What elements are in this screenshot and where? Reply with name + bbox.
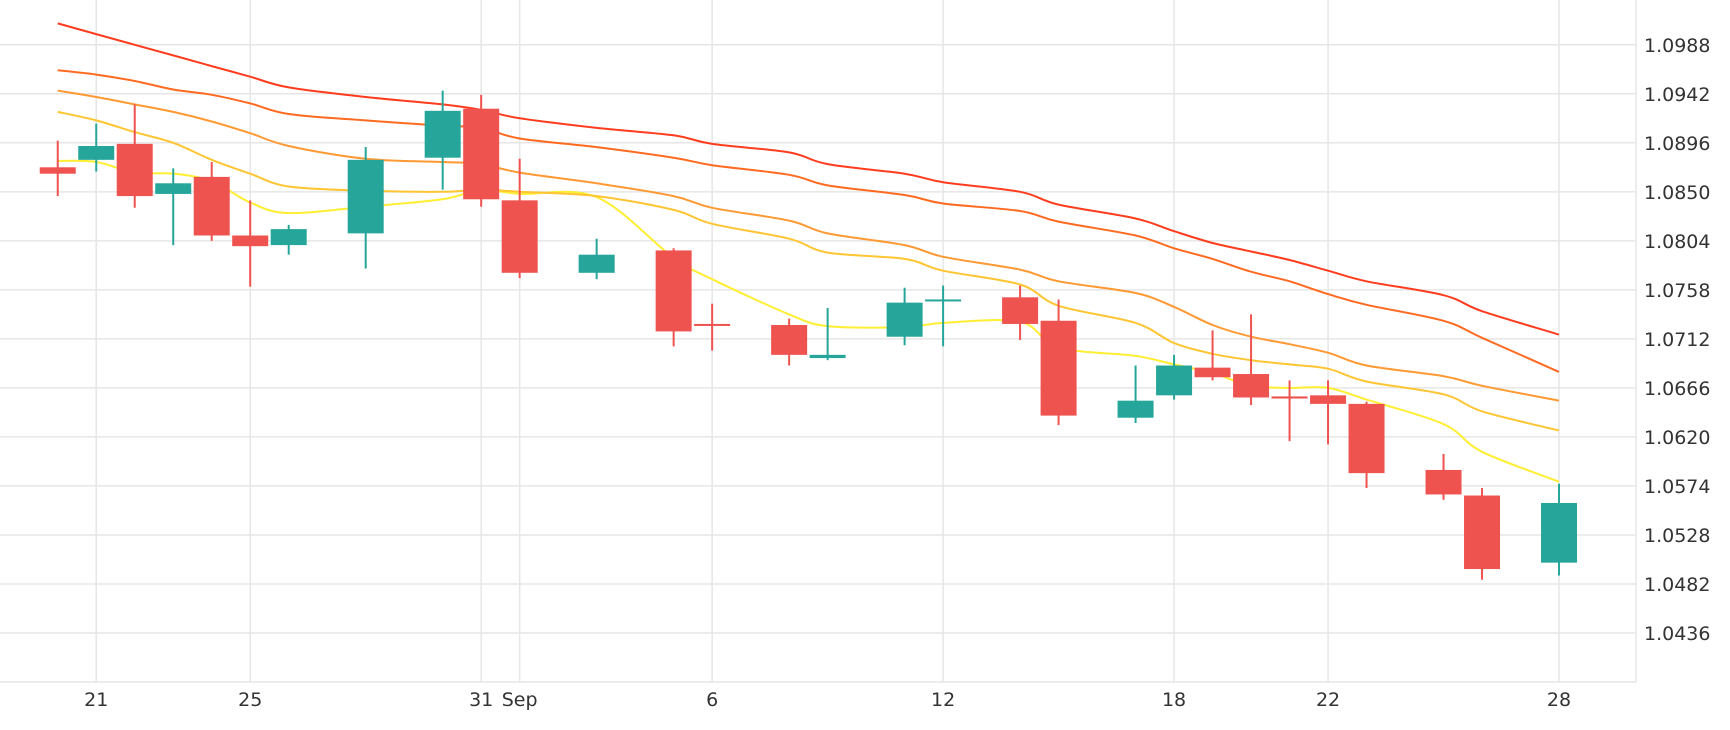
candle <box>78 123 115 172</box>
moving-average-line <box>57 22 1560 336</box>
candle-body <box>39 167 76 174</box>
candle <box>1425 453 1462 500</box>
candle <box>116 104 153 208</box>
moving-average-line <box>57 69 1560 373</box>
x-tick-label: 12 <box>931 689 955 711</box>
y-axis-ticks: 1.0436 1.0482 1.0528 1.0574 1.0620 1.0666 1.07… <box>1644 35 1710 645</box>
moving-average-line <box>57 89 1560 402</box>
candle <box>232 200 269 287</box>
candle <box>1271 380 1308 442</box>
candle-body <box>270 229 307 246</box>
candle <box>1117 365 1154 424</box>
candle <box>809 307 846 361</box>
candle-body <box>1002 297 1039 324</box>
candle <box>1156 354 1193 400</box>
candle-body <box>232 235 269 247</box>
candle-body <box>694 323 731 326</box>
candle <box>655 248 692 347</box>
candle <box>1040 299 1077 426</box>
x-axis-ticks: 21 25 31 Sep 6 12 18 22 28 <box>84 689 1571 711</box>
moving-average-line <box>57 110 1560 432</box>
candle-body <box>1233 374 1270 398</box>
candle-body <box>1425 469 1462 495</box>
candle <box>1541 483 1578 576</box>
y-tick-label: 1.0988 <box>1644 35 1710 57</box>
x-tick-label: 6 <box>706 689 718 711</box>
moving-average-line <box>57 159 1560 483</box>
y-tick-label: 1.0896 <box>1644 133 1710 155</box>
candle-body <box>1040 320 1077 416</box>
y-tick-label: 1.0482 <box>1644 574 1710 596</box>
candle <box>886 287 923 346</box>
candle-body <box>1194 367 1231 378</box>
x-tick-label: Sep <box>502 689 538 711</box>
candle-body <box>501 200 538 273</box>
candle-body <box>1271 396 1308 399</box>
candle <box>1194 330 1231 381</box>
candle <box>1002 285 1039 340</box>
y-tick-label: 1.0620 <box>1644 427 1710 449</box>
candle-body <box>1117 400 1154 418</box>
candle-body <box>771 325 808 355</box>
y-tick-label: 1.0804 <box>1644 231 1710 253</box>
candle <box>578 238 615 280</box>
candle-body <box>578 254 615 273</box>
candle-body <box>1156 365 1193 396</box>
candle-body <box>424 110 461 158</box>
x-tick-label: 21 <box>84 689 108 711</box>
candle-body <box>116 143 153 197</box>
y-tick-label: 1.0758 <box>1644 280 1710 302</box>
candle-body <box>1310 395 1347 404</box>
candle-body <box>347 159 384 234</box>
candle <box>39 140 76 197</box>
y-tick-label: 1.0666 <box>1644 378 1710 400</box>
candle-body <box>886 302 923 337</box>
x-tick-label: 28 <box>1547 689 1571 711</box>
y-tick-label: 1.0528 <box>1644 525 1710 547</box>
candle <box>925 285 962 347</box>
candle-body <box>1464 495 1501 570</box>
y-tick-label: 1.0942 <box>1644 84 1710 106</box>
candle <box>193 161 230 241</box>
candle <box>501 158 538 279</box>
candle-body <box>655 250 692 332</box>
x-tick-label: 25 <box>238 689 262 711</box>
candle <box>1464 488 1501 580</box>
y-tick-label: 1.0436 <box>1644 623 1710 645</box>
candle-body <box>78 145 115 160</box>
x-tick-label: 18 <box>1162 689 1186 711</box>
candle-body <box>193 176 230 236</box>
candle <box>1348 401 1385 489</box>
candle <box>347 147 384 269</box>
candle <box>155 168 192 246</box>
candle <box>270 224 307 255</box>
candle <box>771 318 808 366</box>
candle-body <box>1348 403 1385 474</box>
y-tick-label: 1.0850 <box>1644 182 1710 204</box>
candle-body <box>463 108 500 200</box>
x-tick-label: 31 <box>469 689 493 711</box>
x-tick-label: 22 <box>1316 689 1340 711</box>
candle-body <box>809 354 846 359</box>
candle-body <box>925 299 962 302</box>
candle <box>463 94 500 207</box>
candle-body <box>155 183 192 194</box>
moving-average-lines <box>57 22 1560 483</box>
y-tick-label: 1.0712 <box>1644 329 1710 351</box>
y-tick-label: 1.0574 <box>1644 476 1710 498</box>
candles <box>39 90 1578 580</box>
candle <box>1233 314 1270 405</box>
candle-body <box>1541 502 1578 563</box>
candle <box>1310 380 1347 445</box>
candle <box>694 303 731 351</box>
candle <box>424 90 461 190</box>
